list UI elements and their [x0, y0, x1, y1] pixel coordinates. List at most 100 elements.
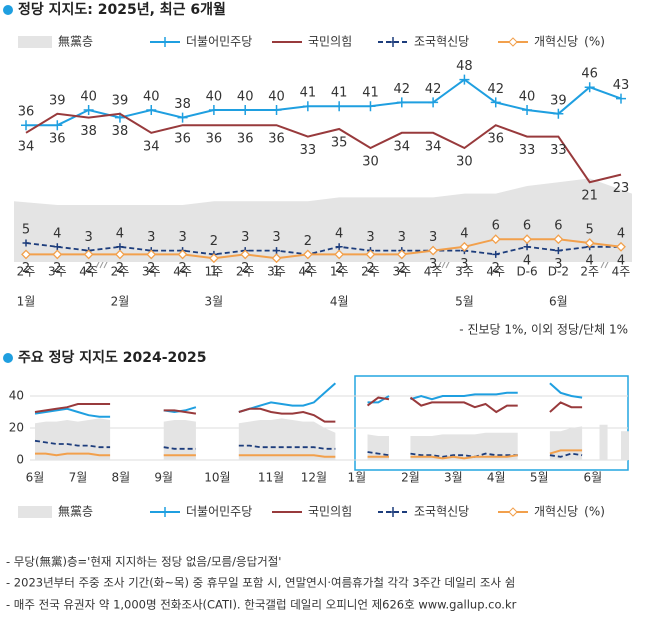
x-tick-label: 8월	[111, 471, 130, 485]
marker	[554, 247, 562, 255]
marker	[396, 249, 407, 260]
value-label: 38	[174, 97, 191, 112]
value-label: 30	[456, 155, 473, 170]
month-label: 4월	[330, 295, 349, 309]
marker	[21, 249, 31, 260]
value-label: 40	[268, 90, 285, 105]
value-label: 4	[53, 226, 61, 241]
value-label: 3	[429, 257, 437, 272]
legend-marker	[508, 37, 518, 47]
marker	[177, 112, 188, 123]
value-label: 1	[272, 265, 280, 280]
legend-label: 조국혁신당	[414, 505, 469, 519]
line	[26, 238, 622, 260]
marker	[21, 120, 31, 131]
marker	[83, 105, 94, 115]
value-label: 1	[210, 265, 218, 280]
marker	[52, 120, 63, 131]
value-label: 39	[550, 93, 567, 108]
value-label: 36	[18, 105, 35, 120]
value-label: 34	[394, 139, 411, 154]
value-label: 3	[84, 230, 92, 245]
marker	[365, 249, 376, 260]
marker	[522, 105, 533, 115]
value-label: 34	[18, 139, 35, 154]
x-tick-label: 9월	[154, 471, 173, 485]
x-tick-label: 4주	[424, 265, 443, 279]
value-label: 36	[49, 132, 66, 147]
value-label: 3	[366, 230, 374, 245]
value-label: 4	[586, 253, 594, 268]
value-label: 36	[268, 132, 285, 147]
value-label: 3	[147, 230, 155, 245]
value-label: 48	[456, 59, 473, 74]
value-label: 34	[143, 139, 160, 154]
value-label: 2	[304, 234, 312, 249]
marker	[459, 74, 470, 85]
marker	[116, 243, 124, 251]
legend-label: 無黨층	[58, 504, 93, 519]
value-label: 40	[206, 90, 223, 105]
value-label: 2	[398, 261, 406, 276]
marker	[522, 234, 532, 245]
marker	[492, 250, 500, 258]
x-tick-label: 6월	[26, 471, 45, 485]
x-tick-label: 2주	[111, 265, 130, 279]
value-label: 36	[206, 132, 223, 147]
marker	[302, 249, 313, 260]
value-label: 34	[425, 139, 442, 154]
x-tick-label: 4주	[79, 265, 98, 279]
value-label: 2	[84, 261, 92, 276]
value-label: 41	[362, 86, 379, 101]
value-label: 3	[178, 230, 186, 245]
marker	[208, 253, 219, 264]
marker	[490, 97, 501, 108]
value-label: 42	[394, 82, 411, 97]
highlight-box	[354, 375, 629, 471]
value-label: 3	[460, 257, 468, 272]
value-label: 4	[335, 226, 343, 241]
legend-label: 국민의힘	[308, 35, 352, 49]
value-label: 2	[335, 261, 343, 276]
value-label: 41	[331, 86, 348, 101]
area	[14, 178, 632, 262]
value-label: 4	[617, 253, 625, 268]
x-tick-label: 4월	[487, 471, 506, 485]
legend-label: 조국혁신당	[414, 35, 469, 49]
legend-swatch	[18, 506, 52, 518]
x-tick-label: 1주	[205, 265, 224, 279]
x-tick-label: 3주	[267, 265, 286, 279]
value-label: 40	[237, 90, 254, 105]
value-label: 38	[112, 124, 129, 139]
legend-marker	[388, 37, 398, 47]
value-label: 4	[460, 226, 468, 241]
value-label: 6	[554, 219, 562, 234]
value-label: 39	[112, 93, 129, 108]
value-label: 40	[143, 90, 160, 105]
value-label: 40	[519, 90, 536, 105]
value-label: 36	[174, 132, 191, 147]
value-label: 2	[116, 261, 124, 276]
line	[35, 383, 625, 417]
x-tick-label: 3주	[455, 265, 474, 279]
x-tick-label: 6월	[583, 471, 602, 485]
marker	[334, 101, 345, 112]
value-label: 38	[80, 124, 97, 139]
value-label: 36	[237, 132, 254, 147]
x-tick-label: 5월	[530, 471, 549, 485]
marker	[22, 239, 30, 247]
legend-unit: (%)	[584, 35, 605, 49]
value-label: 4	[617, 226, 625, 241]
marker	[334, 249, 345, 260]
value-label: 46	[581, 67, 598, 82]
marker	[271, 253, 282, 264]
x-tick-label: 2주	[580, 265, 599, 279]
value-label: 2	[178, 261, 186, 276]
x-tick-label: 12월	[301, 471, 327, 485]
value-label: 2	[366, 261, 374, 276]
marker	[271, 105, 282, 115]
value-label: 3	[241, 230, 249, 245]
marker	[553, 234, 564, 245]
legend-swatch	[18, 36, 52, 48]
